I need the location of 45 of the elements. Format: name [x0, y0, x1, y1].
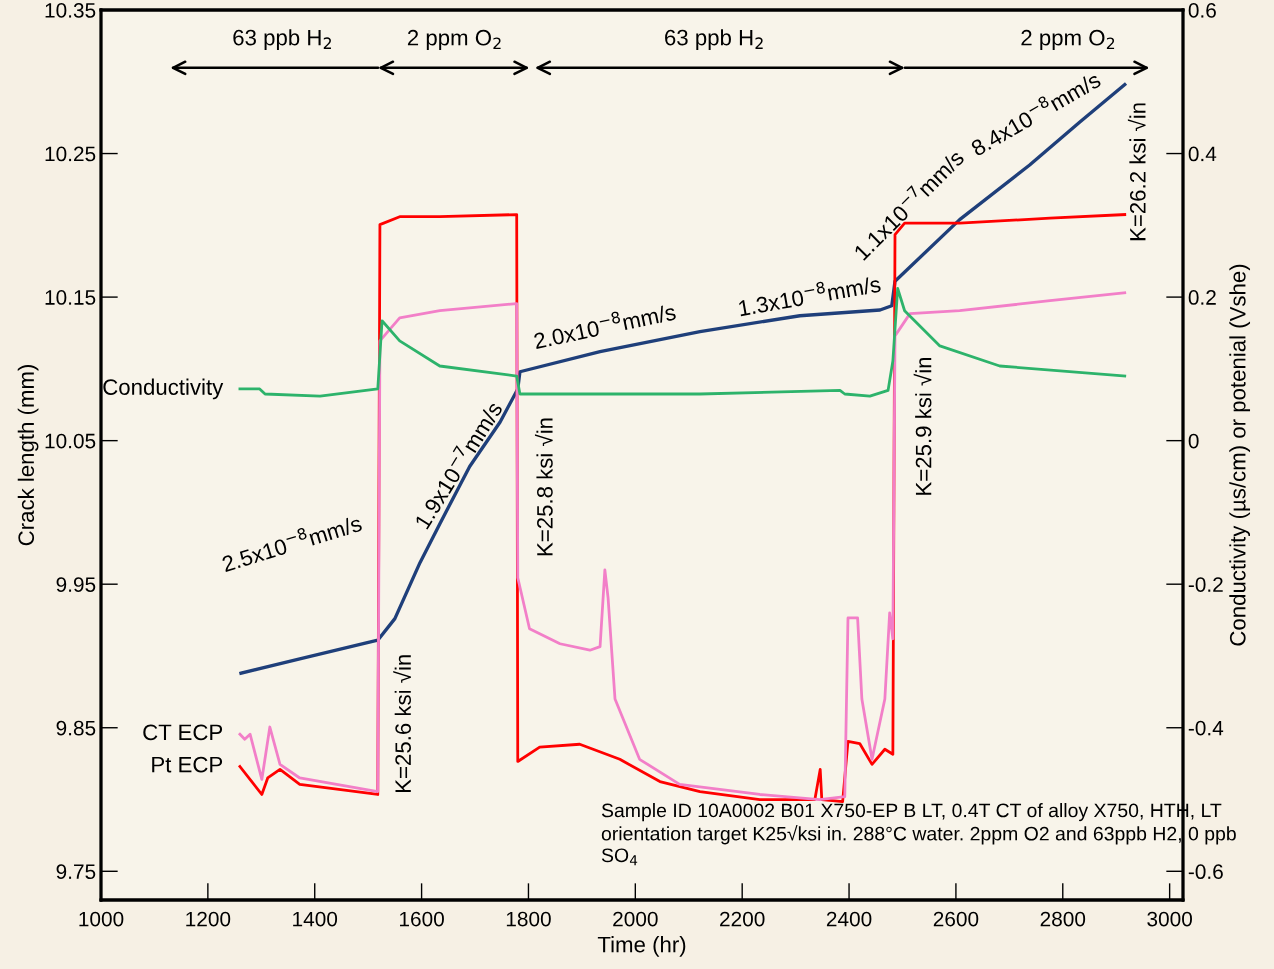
x-tick-label: 3000	[1147, 911, 1192, 927]
annotation: K=26.2 ksi √in	[1127, 103, 1146, 241]
y-tick-label: 10.05	[45, 433, 96, 449]
x-tick-label: 2800	[1040, 911, 1086, 927]
y2-tick-label: -0.2	[1188, 577, 1223, 592]
annotation: K=25.8 ksi √in	[534, 418, 553, 556]
annotation: 2.0x10$^{−8}$mm/s	[532, 299, 677, 350]
annotation: 63 ppb H$_{2}$	[665, 29, 763, 50]
x-tick-label: 1400	[293, 911, 338, 927]
x-tick-label: 1800	[506, 911, 551, 927]
y2-tick-label: 0.4	[1188, 146, 1217, 162]
annotation: 1.1x10$^{−7}$mm/s	[850, 146, 966, 261]
x-tick-label: 1600	[400, 911, 444, 927]
y2-tick-label: 0.6	[1188, 3, 1216, 18]
y2-tick-label: 0.2	[1188, 290, 1216, 305]
y-axis-title: Crack length (mm)	[17, 365, 39, 546]
annotation: 63 ppb H$_{2}$	[233, 29, 331, 50]
y2-axis-title: Conductivity (µs/cm) or potenial (Vshe)	[1229, 264, 1251, 646]
annotation: 2 ppm O$_{2}$	[407, 29, 501, 50]
series-label: CT ECP	[143, 724, 223, 741]
x-tick-label: 1000	[79, 911, 124, 927]
annotation: K=25.9 ksi √in	[913, 357, 932, 495]
annotation: 2.5x10$^{−8}$mm/s	[220, 511, 363, 573]
y2-tick-label: 0	[1188, 433, 1199, 449]
x-tick-label: 2000	[613, 911, 658, 927]
y-tick-label: 9.75	[56, 864, 96, 880]
annotation: 8.4x10$^{−8}$mm/s	[967, 67, 1102, 157]
annotation: 2 ppm O$_{2}$	[1021, 29, 1115, 50]
x-tick-label: 2400	[826, 911, 872, 927]
y-tick-label: 10.15	[45, 290, 96, 305]
y-tick-label: 9.95	[56, 577, 96, 592]
y-tick-label: 10.35	[45, 3, 96, 18]
x-tick-label: 2600	[933, 911, 979, 927]
series-label: Conductivity	[103, 378, 224, 400]
annotation: K=25.6 ksi √in	[393, 655, 412, 792]
y2-tick-label: -0.4	[1188, 720, 1224, 736]
y-tick-label: 10.25	[45, 146, 96, 162]
x-tick-label: 2200	[720, 911, 765, 927]
annotation: 1.3x10$^{−8}$mm/s	[737, 271, 882, 317]
x-axis-title: Time (hr)	[597, 936, 686, 957]
x-tick-label: 1200	[186, 911, 231, 927]
annotation: 1.9x10$^{−7}$mm/s	[410, 398, 504, 530]
y2-tick-label: -0.6	[1188, 864, 1223, 880]
series-label: Pt ECP	[152, 756, 223, 773]
y-tick-label: 9.85	[56, 720, 96, 736]
